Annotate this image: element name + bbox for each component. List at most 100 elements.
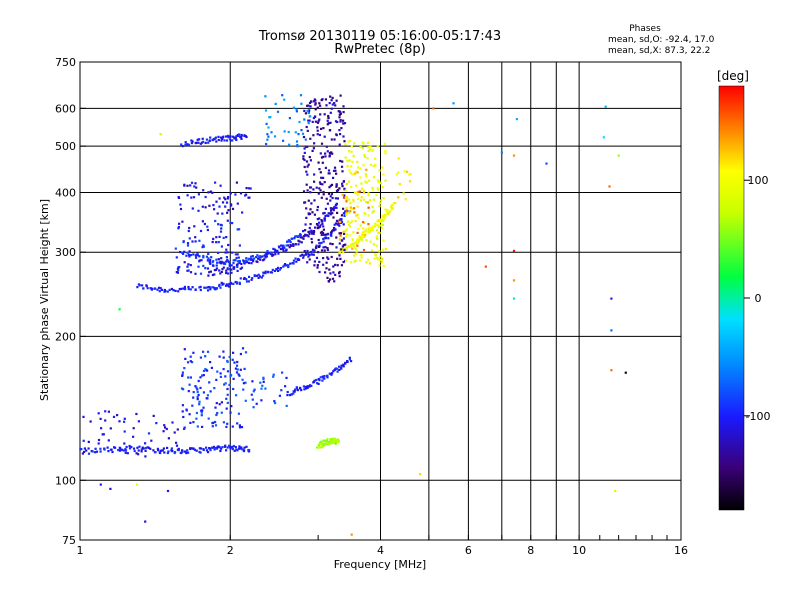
data-point — [336, 223, 340, 226]
data-point — [206, 225, 209, 228]
data-point — [339, 120, 342, 123]
data-point — [230, 264, 233, 267]
data-point — [320, 440, 323, 443]
data-point — [366, 141, 370, 144]
data-point — [222, 421, 225, 424]
data-point — [227, 285, 231, 288]
data-point — [83, 450, 86, 453]
data-point — [156, 288, 159, 291]
data-point — [189, 264, 192, 267]
data-point — [329, 212, 332, 215]
data-point — [203, 222, 206, 226]
data-point — [315, 378, 318, 382]
data-point — [602, 136, 605, 139]
data-point — [159, 451, 162, 455]
data-point — [335, 99, 338, 102]
data-point — [371, 148, 375, 151]
data-point — [331, 196, 334, 200]
data-point — [219, 286, 222, 289]
x-tick-label: 10 — [572, 544, 586, 557]
data-point — [240, 137, 243, 140]
data-point — [355, 240, 358, 243]
data-point — [186, 242, 190, 245]
data-point — [293, 237, 296, 240]
data-point — [335, 183, 338, 186]
data-point — [365, 261, 368, 264]
data-point — [166, 489, 170, 493]
data-point — [345, 259, 348, 263]
data-point — [228, 263, 231, 266]
data-point — [368, 199, 371, 202]
data-point — [325, 267, 328, 270]
data-point — [186, 251, 189, 254]
data-point — [350, 533, 353, 536]
data-point — [316, 224, 319, 227]
data-point — [297, 234, 300, 238]
data-point — [198, 255, 201, 258]
data-point — [225, 139, 229, 142]
data-point — [255, 274, 259, 277]
data-point — [246, 260, 249, 263]
data-point — [351, 242, 354, 245]
data-point — [187, 451, 190, 454]
data-point — [352, 200, 355, 203]
data-point — [287, 265, 290, 269]
data-point — [406, 170, 409, 173]
data-point — [206, 369, 209, 372]
data-point — [234, 137, 237, 140]
data-point — [270, 131, 273, 134]
data-point — [138, 445, 141, 448]
data-point — [183, 184, 186, 187]
data-point — [329, 272, 332, 275]
data-point — [126, 452, 129, 455]
data-point — [361, 147, 365, 150]
data-point — [319, 152, 322, 155]
x-tick-label: 4 — [377, 544, 384, 557]
data-point — [209, 262, 212, 265]
data-point — [302, 254, 305, 257]
data-point — [305, 234, 309, 237]
data-point — [232, 262, 235, 265]
data-point — [235, 256, 238, 260]
data-point — [236, 360, 239, 364]
data-point — [392, 201, 395, 204]
data-point — [317, 161, 320, 164]
data-point — [194, 272, 197, 275]
data-point — [184, 141, 187, 144]
data-point — [282, 244, 285, 247]
data-point — [267, 270, 270, 273]
data-point — [306, 385, 309, 388]
data-point — [343, 140, 346, 143]
data-point — [87, 447, 90, 450]
data-point — [359, 199, 362, 202]
data-point — [222, 261, 225, 264]
data-point — [307, 122, 310, 125]
data-point — [332, 216, 335, 219]
data-point — [220, 227, 223, 230]
data-point — [212, 421, 215, 424]
data-point — [368, 179, 371, 182]
data-point — [335, 222, 338, 225]
data-point — [349, 210, 352, 213]
data-point — [184, 357, 187, 360]
data-point — [340, 248, 343, 251]
data-point — [296, 389, 299, 392]
data-point — [367, 223, 370, 226]
data-point — [225, 407, 228, 410]
data-point — [370, 227, 373, 230]
data-point — [264, 270, 267, 273]
data-point — [182, 287, 185, 290]
data-point — [215, 258, 218, 261]
data-point — [349, 171, 352, 174]
data-point — [215, 413, 218, 417]
data-point — [208, 286, 211, 289]
data-point — [103, 448, 106, 451]
data-point — [356, 231, 359, 234]
data-point — [373, 257, 376, 260]
data-point — [264, 95, 267, 98]
data-point — [339, 232, 343, 235]
data-point — [315, 244, 318, 247]
data-point — [185, 452, 188, 455]
data-point — [195, 253, 198, 257]
data-point — [334, 273, 337, 276]
